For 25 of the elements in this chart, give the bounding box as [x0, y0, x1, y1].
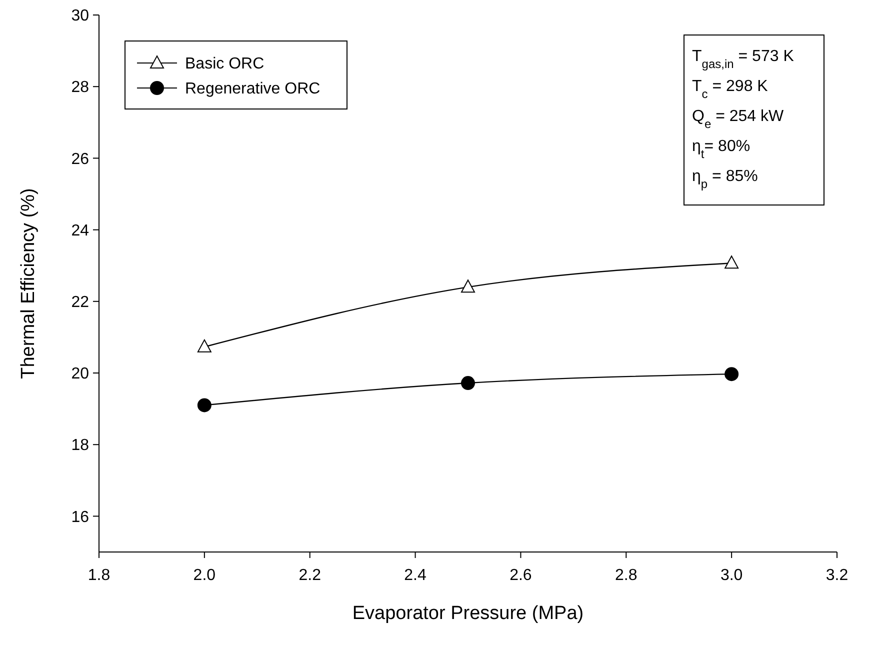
- x-tick-label: 2.8: [615, 567, 638, 584]
- y-tick-label: 30: [71, 8, 90, 25]
- legend-label: Basic ORC: [185, 56, 264, 73]
- annotation: η$_{p}$ = 85%: [692, 168, 758, 191]
- y-tick-label: 24: [71, 222, 90, 240]
- annotation: η$_{t}$= 80%: [692, 138, 750, 161]
- annotation: T$_{c}$ = 298 K: [692, 78, 768, 101]
- y-tick-label: 22: [71, 294, 90, 311]
- x-tick-label: 2.6: [510, 567, 532, 584]
- x-axis-title: Evaporator Pressure (MPa): [352, 603, 584, 624]
- x-tick-label: 2.0: [193, 567, 216, 584]
- y-tick-label: 18: [71, 437, 90, 454]
- x-tick-label: 2.2: [298, 567, 322, 584]
- y-tick-label: 28: [71, 79, 90, 96]
- legend-label: Regenerative ORC: [185, 80, 320, 98]
- annotation: T$_{gas,in}$ = 573 K: [692, 48, 794, 71]
- x-tick-label: 3.2: [826, 567, 848, 584]
- y-tick-label: 16: [71, 508, 90, 526]
- x-tick-label: 2.4: [404, 567, 427, 584]
- y-axis-title: Thermal Efficiency (%): [18, 188, 39, 379]
- y-tick-label: 20: [71, 366, 90, 383]
- annotation: Q$_{e}$ = 254 kW: [692, 108, 785, 131]
- x-tick-label: 3.0: [720, 567, 743, 584]
- x-tick-label: 1.8: [88, 567, 110, 584]
- y-tick-label: 26: [71, 150, 90, 168]
